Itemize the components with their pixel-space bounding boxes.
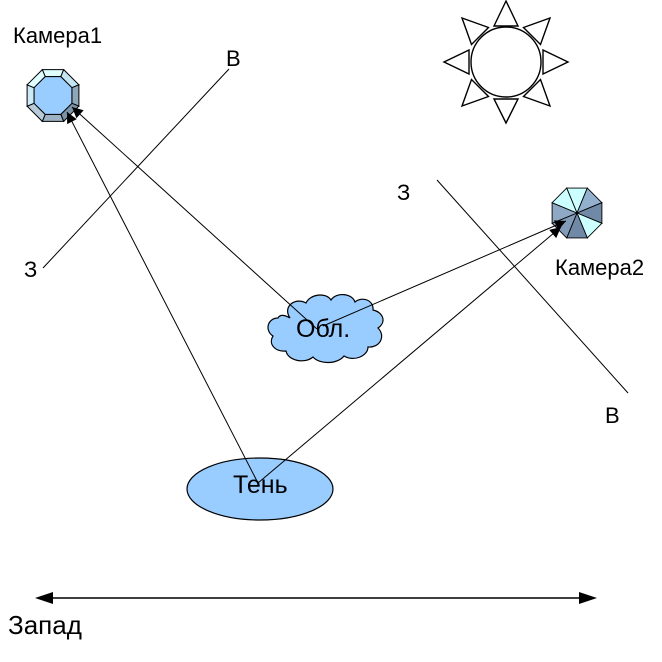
sightline-shadow-to-camera2 xyxy=(257,226,562,484)
camera1-axis-west-label: З xyxy=(24,257,38,282)
shadow-label: Тень xyxy=(233,471,288,499)
sightline-cloud-to-camera2 xyxy=(322,220,567,327)
camera2-axis-line xyxy=(436,179,629,394)
sightline-cloud-to-camera1 xyxy=(71,106,318,330)
camera2-axis-west-label: З xyxy=(397,180,411,205)
camera2-octagon-icon xyxy=(551,187,603,239)
camera2-axis-east-label: В xyxy=(605,403,620,428)
camera1-octagon-icon xyxy=(26,68,80,123)
camera1-axis-east-label: В xyxy=(226,46,241,71)
camera1-axis-line xyxy=(42,68,230,269)
cloud-label: Обл. xyxy=(296,315,351,343)
sun-icon xyxy=(442,0,570,125)
sightline-shadow-to-camera1 xyxy=(66,111,259,484)
camera2-label: Камера2 xyxy=(555,255,645,280)
compass-arrow xyxy=(35,592,597,604)
camera1-label: Камера1 xyxy=(13,23,103,48)
cloud-shape xyxy=(267,294,384,364)
compass-west-label: Запад xyxy=(8,610,82,640)
shadow-ellipse xyxy=(186,457,334,521)
